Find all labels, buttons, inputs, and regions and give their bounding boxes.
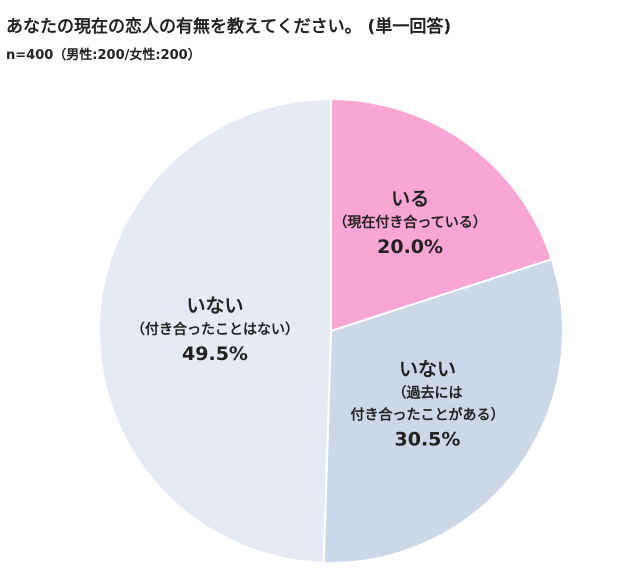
slice-sublabel-1: 付き合ったことがある） bbox=[350, 406, 504, 423]
slice-label-1: いない bbox=[399, 358, 456, 380]
slice-value-label-1: 30.5% bbox=[395, 428, 461, 450]
chart-title: あなたの現在の恋人の有無を教えてください。 (単一回答) bbox=[6, 17, 452, 37]
slice-sublabel-1: （過去には bbox=[392, 384, 462, 401]
pie-slice-0 bbox=[330, 97, 553, 333]
slice-label-2: いない bbox=[187, 295, 244, 317]
slice-label-0: いる bbox=[391, 188, 429, 210]
slice-sublabel-2: （付き合ったことはない） bbox=[131, 321, 299, 338]
slice-sublabel-0: （現在付き合っている） bbox=[333, 214, 486, 231]
slice-value-label-2: 49.5% bbox=[182, 343, 248, 365]
pie-slices bbox=[98, 97, 564, 564]
pie-slice-1 bbox=[322, 258, 564, 564]
slice-value-label-0: 20.0% bbox=[377, 236, 443, 258]
chart-subtitle: n=400（男性:200/女性:200） bbox=[6, 48, 201, 63]
pie-slice-2 bbox=[98, 97, 332, 564]
